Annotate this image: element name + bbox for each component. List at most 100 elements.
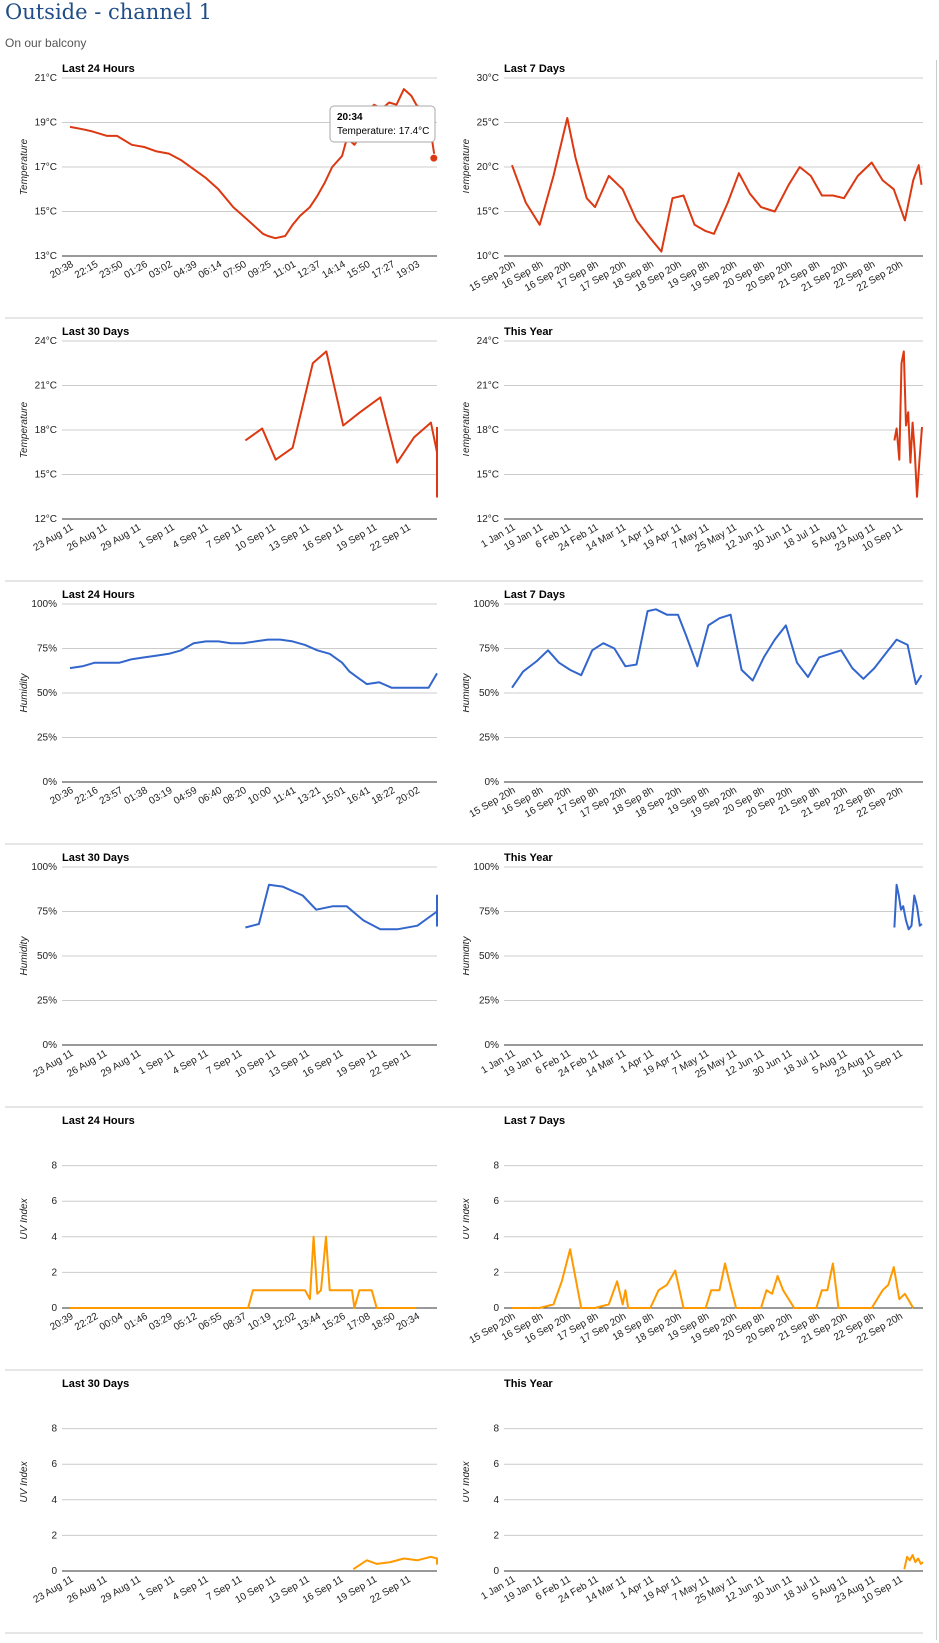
y-tick-label: 0%: [43, 1040, 58, 1051]
y-tick-label: 17°C: [35, 162, 57, 173]
y-tick-label: 25%: [37, 996, 57, 1007]
page-subtitle: On our balcony: [5, 36, 87, 50]
x-tick-label: 14:14: [320, 259, 348, 281]
chart-title: Last 24 Hours: [62, 1115, 135, 1127]
y-axis-label: Temperature: [19, 138, 30, 195]
y-tick-label: 21°C: [477, 381, 499, 392]
y-tick-label: 20°C: [477, 162, 499, 173]
chart-temperature-last-7-days: Last 7 Days Temperature 10°C 15°C 20°C 25°C 30…: [463, 63, 923, 319]
y-tick-label: 12°C: [35, 514, 57, 525]
chart-title: This Year: [504, 326, 553, 338]
y-tick-label: 75%: [479, 907, 499, 918]
series-line-uv-index: [512, 1248, 915, 1309]
chart-title: Last 30 Days: [62, 852, 129, 864]
x-tick-label: 15:26: [320, 1311, 348, 1333]
y-tick-label: 100%: [473, 599, 499, 610]
x-tick-label: 03:02: [147, 259, 175, 281]
y-tick-label: 25°C: [477, 118, 499, 129]
x-tick-label: 04:39: [172, 259, 200, 281]
x-tick-label: 10:19: [246, 1311, 274, 1333]
x-tick-label: 01:26: [123, 259, 151, 281]
x-tick-label: 20:02: [395, 785, 423, 807]
series-line-temperature: [69, 88, 436, 240]
x-tick-label: 06:55: [197, 1311, 225, 1333]
y-tick-label: 24°C: [35, 336, 57, 347]
y-tick-label: 100%: [473, 862, 499, 873]
x-tick-label: 22:22: [73, 1311, 101, 1333]
y-tick-label: 100%: [31, 599, 57, 610]
x-tick-label: 22:16: [73, 785, 101, 807]
x-tick-label: 03:29: [147, 1311, 175, 1333]
x-tick-label: 11:41: [272, 785, 299, 807]
y-tick-label: 6: [493, 1459, 499, 1470]
x-tick-label: 18:22: [370, 785, 398, 807]
y-tick-label: 15°C: [35, 470, 57, 481]
series-line-temperature: [511, 117, 923, 253]
y-tick-label: 4: [51, 1495, 57, 1506]
x-tick-label: 01:46: [123, 1311, 151, 1333]
x-tick-label: 4 Sep 11: [171, 1574, 211, 1603]
y-tick-label: 8: [51, 1424, 57, 1435]
tooltip-text: Temperature: 17.4°C: [337, 126, 429, 137]
x-tick-label: 20:38: [48, 259, 76, 281]
series-line-temperature: [893, 350, 923, 498]
chart-title: Last 30 Days: [62, 1378, 129, 1390]
tooltip: 20:34 Temperature: 17.4°C: [329, 105, 436, 143]
y-tick-label: 8: [493, 1424, 499, 1435]
x-tick-label: 16:41: [345, 785, 373, 807]
y-tick-label: 2: [493, 1530, 499, 1541]
series-line-humidity: [511, 608, 923, 689]
y-axis-label: Humidity: [463, 673, 472, 713]
chart-title: This Year: [504, 1378, 553, 1390]
hover-point[interactable]: [429, 153, 439, 163]
x-tick-label: 09:25: [246, 259, 274, 281]
y-tick-label: 24°C: [477, 336, 499, 347]
x-tick-label: 13:44: [296, 1311, 324, 1333]
y-axis-label: Humidity: [463, 936, 472, 976]
x-tick-label: 1 Sep 11: [137, 522, 177, 551]
x-tick-label: 05:12: [172, 1311, 200, 1333]
y-tick-label: 8: [51, 1161, 57, 1172]
chart-temperature-last-30-days: Last 30 Days Temperature 12°C 15°C 18°C 21°C 2…: [5, 326, 463, 582]
chart-humidity-last-24-hours: Last 24 Hours Humidity 0% 25% 50% 75% 100% 20:3…: [5, 589, 463, 845]
y-tick-label: 50%: [479, 951, 499, 962]
chart-title: This Year: [504, 852, 553, 864]
y-tick-label: 4: [493, 1495, 499, 1506]
y-tick-label: 0%: [485, 777, 500, 788]
y-axis-label: Humidity: [19, 936, 30, 976]
series-line-humidity: [893, 883, 923, 931]
y-tick-label: 4: [51, 1232, 57, 1243]
series-line-uv-index: [70, 1235, 417, 1309]
y-axis-label: Humidity: [19, 673, 30, 713]
y-axis-label: Temperature: [463, 138, 472, 195]
y-tick-label: 0: [493, 1303, 499, 1314]
chart-title: Last 7 Days: [504, 63, 565, 75]
y-tick-label: 0: [51, 1303, 57, 1314]
x-tick-label: 12:37: [296, 259, 324, 281]
x-tick-label: 4 Sep 11: [171, 1048, 211, 1077]
series-line-uv-index: [903, 1554, 924, 1570]
x-tick-label: 23:50: [98, 259, 126, 281]
y-tick-label: 0%: [485, 1040, 500, 1051]
x-tick-label: 08:20: [221, 785, 249, 807]
y-tick-label: 2: [51, 1267, 57, 1278]
y-tick-label: 21°C: [35, 381, 57, 392]
x-tick-label: 22:15: [73, 259, 101, 281]
y-tick-label: 0: [51, 1566, 57, 1577]
x-tick-label: 17:08: [345, 1311, 373, 1333]
x-tick-label: 13:21: [296, 785, 324, 807]
x-tick-label: 07:50: [221, 259, 249, 281]
x-tick-label: 20:39: [48, 1311, 76, 1333]
chart-temperature-this-year: This Year Temperature 12°C 15°C 18°C 21°C 24°C…: [463, 326, 923, 582]
y-tick-label: 50%: [37, 951, 57, 962]
series-line-uv-index: [352, 1555, 438, 1571]
y-tick-label: 6: [493, 1196, 499, 1207]
y-tick-label: 50%: [479, 688, 499, 699]
y-tick-label: 12°C: [477, 514, 499, 525]
tooltip-box: [329, 105, 436, 143]
x-tick-label: 03:19: [147, 785, 175, 807]
